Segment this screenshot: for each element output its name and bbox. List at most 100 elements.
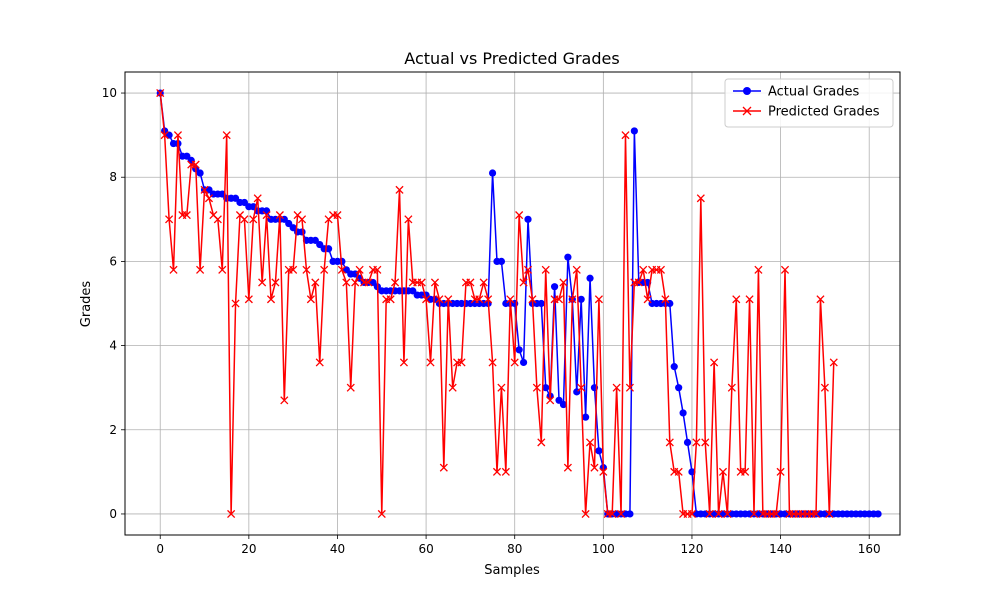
data-point (484, 295, 493, 304)
data-point (515, 346, 523, 354)
data-point (550, 283, 559, 291)
data-point (262, 211, 271, 220)
data-point (577, 383, 586, 392)
data-point (311, 278, 320, 287)
data-point (497, 383, 506, 392)
data-point (426, 358, 435, 367)
data-point (213, 215, 222, 224)
data-point (386, 295, 395, 304)
data-point (630, 127, 638, 135)
data-point (741, 467, 750, 476)
data-point (749, 509, 759, 519)
data-point (244, 295, 253, 304)
legend-marker (743, 87, 751, 95)
data-point (754, 265, 763, 274)
legend-entry: Actual Grades (733, 85, 859, 100)
data-point (253, 194, 262, 203)
data-point (825, 509, 834, 519)
x-tick-label: 60 (418, 542, 433, 556)
data-point (364, 278, 373, 287)
data-point (816, 295, 825, 304)
data-point (524, 215, 532, 223)
data-point (156, 88, 165, 98)
data-point (820, 383, 829, 392)
data-point (240, 215, 249, 224)
data-point (519, 278, 528, 287)
data-point (537, 299, 545, 308)
y-tick-label: 0 (109, 507, 117, 521)
data-point (626, 510, 634, 518)
data-point (780, 265, 790, 274)
data-point (457, 358, 466, 367)
x-tick-label: 20 (241, 542, 256, 556)
data-point (417, 278, 426, 287)
data-point (200, 185, 209, 194)
x-axis-label: Samples (484, 563, 540, 578)
plot-frame (124, 71, 901, 536)
y-tick-label: 8 (109, 170, 117, 184)
data-point (523, 265, 533, 274)
data-point (772, 509, 781, 519)
data-point (333, 211, 342, 220)
data-point (745, 295, 754, 304)
y-tick-label: 6 (109, 254, 117, 268)
data-point (594, 295, 603, 304)
data-point (546, 396, 555, 405)
data-point (249, 215, 258, 224)
data-point (466, 278, 475, 287)
data-point (404, 215, 413, 224)
legend-label: Predicted Grades (768, 105, 880, 120)
data-point (275, 211, 284, 220)
data-point (191, 160, 200, 169)
data-point (218, 265, 227, 274)
data-point (315, 358, 324, 367)
data-point (718, 467, 728, 476)
data-point (696, 194, 705, 203)
y-tick-label: 4 (109, 339, 117, 353)
series-predicted (156, 88, 838, 519)
data-point (430, 278, 440, 287)
data-point (559, 278, 568, 287)
data-point (568, 295, 577, 304)
data-point (196, 169, 204, 177)
data-point (595, 447, 603, 455)
data-point (687, 509, 697, 519)
data-point (590, 463, 599, 472)
data-point (554, 295, 564, 304)
data-point (448, 383, 457, 392)
data-point (829, 358, 838, 367)
data-point (532, 383, 541, 392)
y-axis-label: Grades (79, 281, 94, 328)
data-point (342, 278, 351, 287)
data-point (811, 509, 821, 519)
data-point (581, 509, 590, 519)
data-point (701, 438, 710, 447)
data-point (714, 509, 723, 519)
data-point (599, 467, 608, 476)
data-point (439, 463, 448, 472)
data-point (258, 278, 267, 287)
data-point (639, 265, 648, 274)
legend-marker (742, 106, 752, 116)
y-tick-label: 10 (102, 86, 117, 100)
data-point (705, 509, 714, 519)
data-point (585, 438, 595, 447)
data-point (727, 383, 736, 392)
data-point (710, 358, 719, 367)
x-tick-label: 100 (592, 542, 615, 556)
data-point (160, 131, 169, 140)
data-point (497, 257, 506, 266)
legend-entry: Predicted Grades (733, 105, 880, 120)
data-point (612, 383, 621, 392)
data-point (435, 295, 444, 304)
data-point (679, 409, 687, 417)
data-point (271, 278, 280, 287)
data-point (577, 295, 585, 303)
data-point (289, 265, 298, 274)
data-point (488, 358, 497, 367)
data-point (541, 265, 550, 274)
data-point (173, 131, 183, 140)
data-point (559, 400, 568, 409)
data-point (351, 278, 360, 287)
